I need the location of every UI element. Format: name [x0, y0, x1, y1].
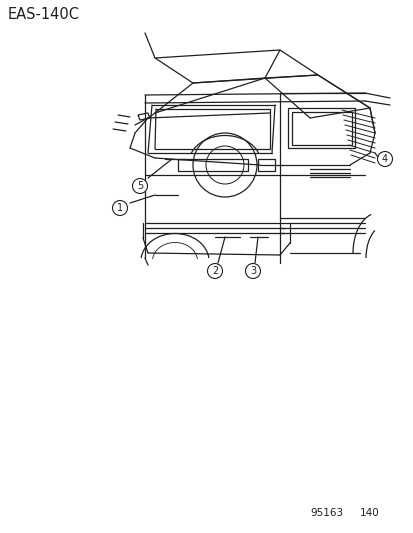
Text: EAS-140C: EAS-140C: [8, 7, 80, 22]
Text: 140: 140: [359, 508, 379, 518]
Circle shape: [112, 200, 127, 215]
Text: 1: 1: [116, 203, 123, 213]
Text: 4: 4: [381, 154, 387, 164]
Text: 3: 3: [249, 266, 256, 276]
Circle shape: [377, 151, 392, 166]
Text: 5: 5: [137, 181, 143, 191]
Circle shape: [132, 179, 147, 193]
Text: 95163: 95163: [309, 508, 342, 518]
Text: 2: 2: [211, 266, 218, 276]
Circle shape: [207, 263, 222, 279]
Circle shape: [245, 263, 260, 279]
